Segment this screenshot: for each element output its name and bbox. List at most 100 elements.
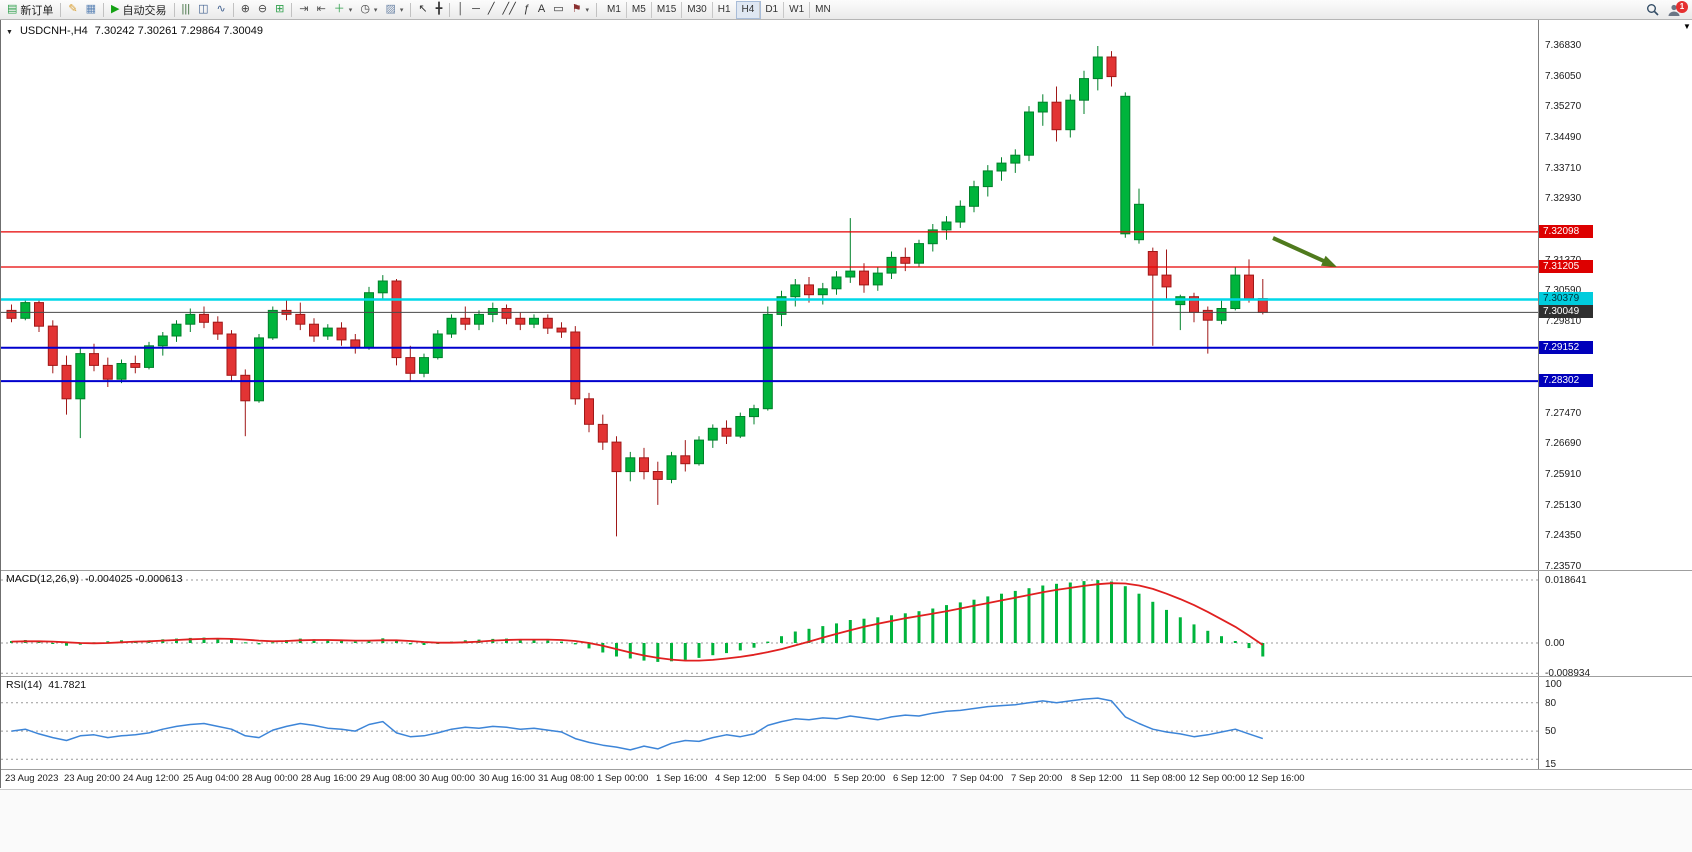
- price-chart-canvas[interactable]: [1, 20, 1692, 570]
- vertical-line-icon: │: [457, 3, 465, 15]
- timeframe-group: M1 M5 M15 M30 H1 H4 D1 W1 MN: [602, 0, 836, 19]
- metaeditor-button[interactable]: ✎: [64, 1, 81, 19]
- line-style-button[interactable]: ∿: [212, 1, 229, 19]
- indicators-icon: ＋: [333, 3, 345, 15]
- collapse-chart-icon[interactable]: ▼: [6, 29, 13, 36]
- toolbar-separator: [232, 2, 234, 17]
- chart-shift-button[interactable]: ⇤: [313, 1, 330, 19]
- rsi-value: 41.7821: [48, 679, 87, 691]
- pencil-icon: ✎: [68, 3, 78, 15]
- timeframe-m30-button[interactable]: M30: [682, 1, 713, 18]
- candles-style-button[interactable]: ◫: [194, 1, 212, 19]
- zoom-out-button[interactable]: ⊖: [254, 1, 271, 19]
- time-axis-label: 23 Aug 2023: [5, 773, 59, 784]
- bars-style-button[interactable]: |||: [178, 1, 195, 19]
- time-axis-label: 28 Aug 00:00: [242, 773, 298, 784]
- new-order-button-label: 新订单: [20, 4, 54, 17]
- time-axis-label: 25 Aug 04:00: [183, 773, 239, 784]
- time-axis-label: 24 Aug 12:00: [123, 773, 179, 784]
- timeframe-h1-button[interactable]: H1: [713, 1, 737, 18]
- rsi-panel-divider[interactable]: [1, 676, 1692, 677]
- macd-values: -0.004025 -0.000613: [84, 573, 183, 585]
- channel-button[interactable]: ╱╱: [499, 1, 520, 19]
- zoom-in-button[interactable]: ⊕: [237, 1, 254, 19]
- new-order-icon: ▤: [7, 3, 18, 15]
- text-label-icon: ▭: [553, 3, 564, 15]
- tile-windows-button[interactable]: ⊞: [271, 1, 288, 19]
- autotrading-button[interactable]: ▶ 自动交易: [107, 1, 170, 19]
- time-axis-label: 4 Sep 12:00: [715, 773, 767, 784]
- zoom-out-icon: ⊖: [257, 3, 268, 15]
- arrows-icon: ⚑: [571, 3, 582, 15]
- rsi-name: RSI(14): [6, 679, 43, 691]
- account-button[interactable]: 1: [1663, 0, 1688, 19]
- timeframe-d1-button[interactable]: D1: [760, 1, 785, 18]
- crosshair-button[interactable]: ╋: [432, 1, 447, 19]
- window-background: [0, 789, 1692, 852]
- chart-header: ▼ USDCNH-,H4 7.30242 7.30261 7.29864 7.3…: [6, 25, 263, 37]
- macd-panel-divider[interactable]: [1, 570, 1692, 571]
- time-axis-label: 5 Sep 04:00: [775, 773, 827, 784]
- auto-scroll-icon: ⇥: [299, 3, 309, 15]
- auto-scroll-button[interactable]: ⇥: [295, 1, 312, 19]
- time-axis-label: 7 Sep 20:00: [1011, 773, 1063, 784]
- text-button[interactable]: A: [534, 1, 549, 19]
- timeframe-m5-button[interactable]: M5: [627, 1, 652, 18]
- time-axis-label: 28 Aug 16:00: [301, 773, 357, 784]
- time-axis-label: 12 Sep 16:00: [1248, 773, 1305, 784]
- fibonacci-button[interactable]: ƒ: [520, 1, 534, 19]
- trendline-button[interactable]: ╱: [484, 1, 499, 19]
- cursor-icon: ↖: [418, 3, 428, 15]
- rsi-indicator-label: RSI(14) 41.7821: [6, 679, 86, 691]
- arrows-button[interactable]: ⚑ ▾: [568, 1, 593, 19]
- autotrading-button-label: 自动交易: [122, 4, 167, 17]
- clock-icon: ◷: [360, 3, 370, 15]
- toolbar-separator: [173, 2, 175, 17]
- candlestick-icon: ◫: [198, 3, 209, 15]
- chevron-down-icon: ▾: [585, 6, 590, 14]
- time-axis-label: 23 Aug 20:00: [64, 773, 120, 784]
- timeframe-mn-button[interactable]: MN: [810, 2, 836, 18]
- time-axis-label: 31 Aug 08:00: [538, 773, 594, 784]
- trendline-icon: ╱: [487, 3, 495, 15]
- toolbar-separator: [103, 2, 105, 17]
- templates-button[interactable]: ▨ ▾: [381, 1, 407, 19]
- timeframe-h4-button[interactable]: H4: [735, 0, 762, 19]
- horizontal-line-icon: ─: [472, 3, 480, 15]
- chart-ohlc-values: 7.30242 7.30261 7.29864 7.30049: [94, 25, 263, 37]
- vline-button[interactable]: │: [453, 1, 468, 19]
- time-axis-label: 7 Sep 04:00: [952, 773, 1004, 784]
- time-axis-label: 1 Sep 16:00: [656, 773, 708, 784]
- cursor-button[interactable]: ↖: [414, 1, 431, 19]
- macd-indicator-label: MACD(12,26,9) -0.004025 -0.000613: [6, 573, 182, 585]
- hline-button[interactable]: ─: [468, 1, 484, 19]
- time-axis-label: 5 Sep 20:00: [834, 773, 886, 784]
- macd-panel-canvas[interactable]: [1, 571, 1692, 676]
- toolbar-separator: [60, 2, 62, 17]
- time-axis-label: 1 Sep 00:00: [597, 773, 649, 784]
- label-button[interactable]: ▭: [549, 1, 567, 19]
- timeframe-w1-button[interactable]: W1: [784, 1, 811, 18]
- toolbar-separator: [410, 2, 412, 17]
- periods-button[interactable]: ◷ ▾: [356, 1, 381, 19]
- toolbar-separator: [596, 2, 598, 17]
- zoom-in-icon: ⊕: [240, 3, 250, 15]
- search-button[interactable]: [1642, 1, 1663, 19]
- rsi-panel-canvas[interactable]: [1, 677, 1692, 769]
- user-icon: [1668, 4, 1680, 16]
- play-icon: ▶: [111, 3, 120, 15]
- chevron-down-icon: ▾: [348, 6, 353, 14]
- fibonacci-icon: ƒ: [523, 3, 530, 15]
- time-axis[interactable]: 23 Aug 2023 23 Aug 20:00 24 Aug 12:00 25 Au…: [1, 770, 1538, 788]
- market-button[interactable]: ▦: [82, 1, 100, 19]
- indicators-button[interactable]: ＋ ▾: [330, 1, 357, 19]
- new-order-button[interactable]: ▤ 新订单: [3, 1, 57, 19]
- time-axis-label: 6 Sep 12:00: [893, 773, 945, 784]
- time-axis-label: 8 Sep 12:00: [1071, 773, 1123, 784]
- timeframe-m15-button[interactable]: M15: [652, 1, 683, 18]
- macd-name: MACD(12,26,9): [6, 573, 79, 585]
- timeframe-m1-button[interactable]: M1: [602, 1, 627, 18]
- notification-badge: 1: [1676, 0, 1688, 13]
- chart-window: ▼ USDCNH-,H4 7.30242 7.30261 7.29864 7.3…: [0, 20, 1692, 788]
